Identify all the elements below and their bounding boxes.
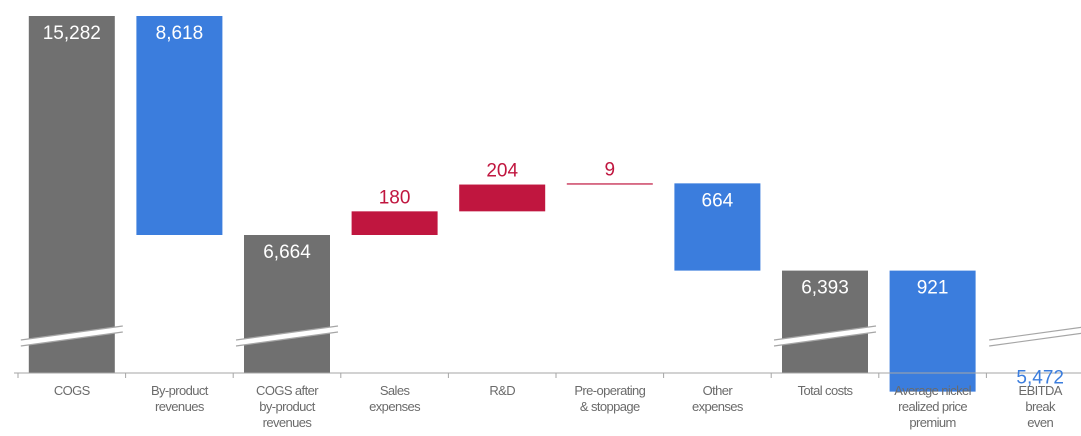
bar-reduction	[889, 270, 976, 392]
value-label: 5,472	[1016, 368, 1064, 389]
category-label: By-product revenues	[151, 383, 209, 414]
bar-total	[244, 235, 330, 373]
bar-reduction	[136, 16, 223, 235]
value-label: 9	[605, 159, 616, 180]
x-axis-ticks	[17, 373, 987, 378]
value-label: 664	[702, 190, 734, 211]
category-labels-layer: COGS By-product revenues COGS after by-produ…	[54, 383, 1064, 430]
category-label: COGS	[54, 383, 91, 398]
category-label: Pre-operating & stoppage	[574, 383, 645, 414]
category-label: Total costs	[798, 383, 854, 398]
bar-increase	[566, 183, 653, 185]
value-label: 8,618	[156, 23, 204, 44]
category-label: EBITDA break even	[1019, 383, 1063, 430]
axis-break-line	[20, 331, 123, 347]
axis-break-gap	[20, 326, 123, 346]
value-label: 6,393	[801, 278, 849, 299]
category-label: Sales expenses	[369, 383, 421, 414]
axis-break-line	[235, 331, 339, 347]
bar-total	[28, 16, 115, 373]
bar-reduction	[674, 183, 761, 271]
category-label: R&D	[489, 383, 515, 398]
value-label: 15,282	[43, 23, 101, 44]
axis-break-line	[235, 325, 339, 341]
axis-break-line	[773, 325, 877, 341]
axis-break-line	[989, 326, 1081, 341]
bar-increase	[351, 211, 438, 235]
axis-break-gap	[774, 326, 876, 346]
value-label: 204	[486, 161, 518, 182]
category-label: Other expenses	[692, 383, 744, 414]
bar-increase	[459, 184, 546, 212]
value-labels-layer: 15,282 8,618 6,664 180 204 9 664 6,393 921 5,472	[43, 23, 1064, 389]
value-label: 180	[379, 187, 411, 208]
value-label: 921	[917, 278, 949, 299]
value-label: 6,664	[263, 242, 311, 263]
axis-break-gap	[989, 327, 1081, 346]
axis-break-line	[20, 325, 123, 341]
category-label: Average nickel realized price premium	[894, 383, 971, 430]
axis-breaks-layer	[20, 325, 1081, 347]
axis-break-line	[773, 331, 877, 347]
axis-break-gap	[236, 326, 338, 346]
category-label: COGS after by-product revenues	[256, 383, 319, 430]
bar-total	[782, 270, 868, 373]
bars-layer	[28, 16, 976, 392]
axis-break-line	[989, 332, 1081, 347]
